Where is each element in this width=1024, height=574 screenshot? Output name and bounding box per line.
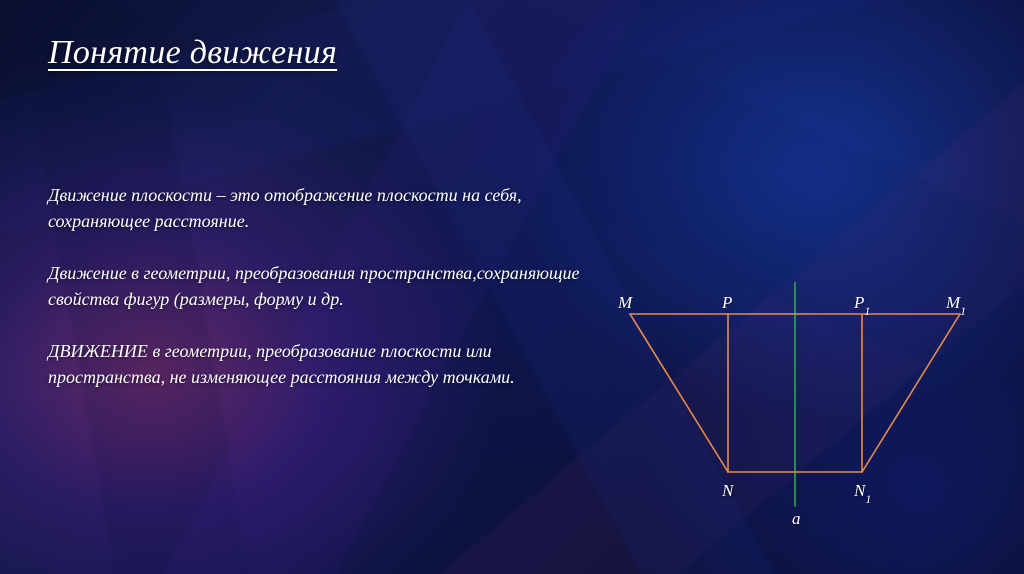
svg-text:N: N — [721, 481, 735, 500]
slide-title: Понятие движения — [48, 34, 976, 72]
svg-text:M: M — [617, 293, 633, 312]
paragraph-3-lead: ДВИЖЕНИЕ — [48, 341, 148, 361]
svg-text:a: a — [792, 509, 801, 528]
paragraph-1: Движение плоскости – это отображение пло… — [48, 182, 608, 234]
diagram-labels: MPP1M1NN1a — [617, 293, 966, 528]
paragraph-3: ДВИЖЕНИЕ в геометрии, преобразование пло… — [48, 338, 608, 390]
geometry-diagram: MPP1M1NN1a — [610, 282, 980, 532]
svg-text:N1: N1 — [853, 481, 871, 506]
svg-text:P: P — [721, 293, 732, 312]
slide-content: Понятие движения Движение плоскости – эт… — [0, 0, 1024, 574]
diagram-lines — [630, 282, 960, 506]
body-text: Движение плоскости – это отображение пло… — [48, 182, 608, 391]
paragraph-2: Движение в геометрии, преобразования про… — [48, 260, 608, 312]
